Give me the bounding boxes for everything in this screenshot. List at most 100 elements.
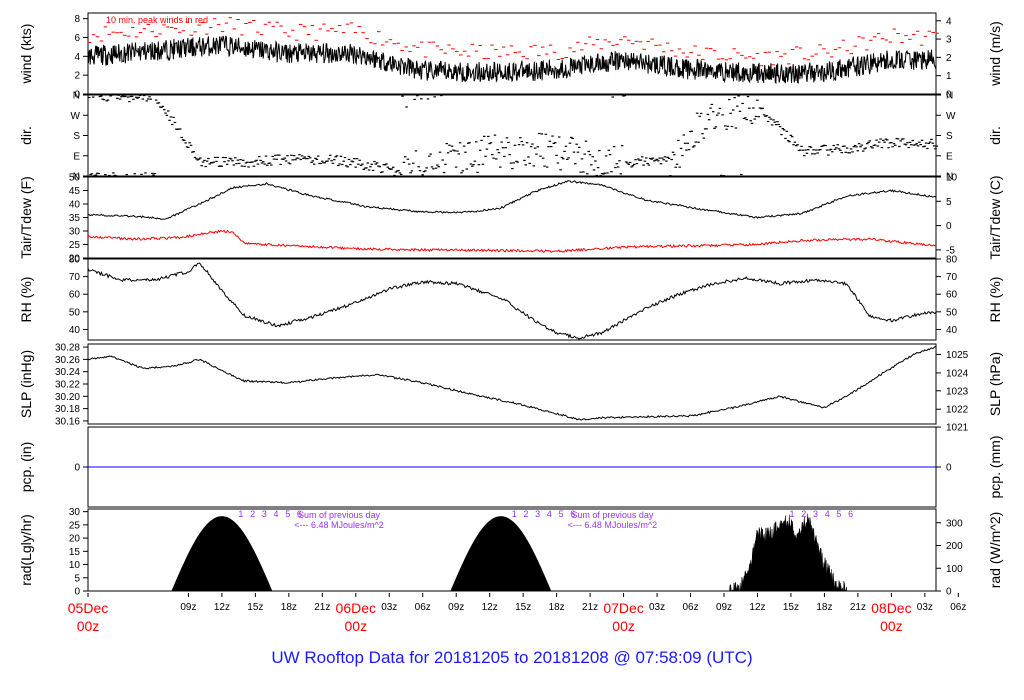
left-tick-label-slp: 30.16	[55, 416, 80, 427]
day-sub-label: 00z	[612, 618, 635, 634]
ylabel-right-temp: Tair/Tdew (C)	[987, 175, 1003, 259]
day-sub-label: 00z	[880, 618, 903, 634]
left-tick-label-dir: N	[73, 172, 80, 183]
left-tick-label-rad: 15	[69, 547, 81, 558]
right-tick-label-slp: 1022	[946, 405, 969, 416]
time-tick-label: 15z	[247, 602, 263, 613]
hour-mark: 6	[848, 509, 853, 519]
left-tick-label-wind: 6	[74, 33, 80, 44]
day-label: 08Dec	[871, 600, 911, 616]
right-tick-label-slp: 1024	[946, 368, 969, 379]
rad-annotation-line1: Sum of previous day	[571, 510, 654, 520]
day-label: 06Dec	[336, 600, 376, 616]
right-tick-label-slp: 1023	[946, 386, 969, 397]
right-tick-label-wind: 2	[946, 53, 952, 64]
right-tick-label-temp: -5	[946, 245, 955, 256]
left-tick-label-slp: 30.18	[55, 404, 80, 415]
time-tick-label: 18z	[281, 602, 297, 613]
right-tick-label-slp: 1025	[946, 350, 969, 361]
radiation-area-day1	[171, 516, 273, 592]
time-tick-label: 09z	[716, 602, 732, 613]
left-tick-label-wind: 2	[74, 71, 80, 82]
right-tick-label-rad: 300	[946, 518, 963, 529]
ylabel-left-pcp: pcp. (in)	[18, 442, 34, 493]
left-tick-label-wind: 4	[74, 52, 80, 63]
right-tick-label-temp: 5	[946, 197, 952, 208]
right-tick-label-dir: N	[946, 172, 953, 183]
rad-annotation-line2: <--- 6.48 MJoules/m^2	[294, 520, 384, 530]
right-tick-label-rh: 50	[946, 307, 958, 318]
day-sub-label: 00z	[77, 618, 100, 634]
time-tick-label: 03z	[917, 602, 933, 613]
time-tick-label: 15z	[515, 602, 531, 613]
time-tick-label: 06z	[950, 602, 966, 613]
hour-mark: 3	[813, 509, 818, 519]
panel-frame-dir	[87, 94, 937, 177]
radiation-area-day2	[450, 516, 552, 592]
right-tick-label-temp: 0	[946, 221, 952, 232]
left-tick-label-dir: E	[73, 151, 80, 162]
right-tick-label-rh: 60	[946, 290, 958, 301]
right-tick-label-dir: S	[946, 131, 953, 142]
left-tick-label-pcp: 0	[74, 463, 80, 474]
left-tick-label-rad: 5	[74, 573, 80, 584]
rh-line	[87, 262, 937, 340]
left-tick-label-dir: S	[73, 131, 80, 142]
left-tick-label-rad: 0	[74, 587, 80, 598]
left-tick-label-slp: 30.20	[55, 392, 80, 403]
right-tick-label-wind: 1	[946, 71, 952, 82]
hour-mark: 1	[512, 509, 517, 519]
hour-mark: 2	[801, 509, 806, 519]
left-tick-label-temp: 20	[69, 254, 81, 265]
left-tick-label-rh: 70	[69, 272, 81, 283]
left-tick-label-rh: 80	[69, 255, 81, 266]
time-tick-label: 18z	[549, 602, 565, 613]
ylabel-right-wind: wind (m/s)	[987, 21, 1003, 87]
left-tick-label-temp: 35	[69, 213, 81, 224]
wind-annotation: 10 min. peak winds in red	[106, 15, 208, 25]
left-tick-label-rad: 10	[69, 560, 81, 571]
tair-line	[87, 180, 937, 220]
left-tick-label-temp: 40	[69, 200, 81, 211]
hour-mark: 4	[274, 509, 279, 519]
hour-mark: 5	[285, 509, 290, 519]
panel-frame-rh	[87, 258, 937, 341]
left-tick-label-slp: 30.24	[55, 367, 80, 378]
wind-line	[87, 35, 937, 84]
time-tick-label: 09z	[448, 602, 464, 613]
left-tick-label-temp: 45	[69, 186, 81, 197]
ylabel-left-rad: rad(Lgly/hr)	[18, 514, 34, 586]
rad-annotation-line2: <--- 6.48 MJoules/m^2	[568, 520, 658, 530]
right-tick-label-temp: 10	[946, 173, 958, 184]
right-tick-label-slp: 1021	[946, 423, 969, 434]
ylabel-left-slp: SLP (inHg)	[18, 350, 34, 418]
left-tick-label-dir: W	[71, 111, 81, 122]
hour-mark: 6	[570, 509, 575, 519]
ylabel-left-temp: Tair/Tdew (F)	[18, 176, 34, 258]
ylabel-left-wind: wind (kts)	[18, 24, 34, 85]
hour-mark: 2	[523, 509, 528, 519]
hour-mark: 6	[297, 509, 302, 519]
time-tick-label: 15z	[783, 602, 799, 613]
chart-title: UW Rooftop Data for 20181205 to 20181208…	[271, 648, 753, 667]
ylabel-right-rh: RH (%)	[987, 277, 1003, 323]
left-tick-label-rh: 40	[69, 325, 81, 336]
ylabel-right-pcp: pcp. (mm)	[987, 436, 1003, 499]
right-tick-label-dir: N	[946, 91, 953, 102]
left-tick-label-slp: 30.28	[55, 343, 80, 354]
left-tick-label-slp: 30.22	[55, 380, 80, 391]
right-tick-label-wind: 0	[946, 90, 952, 101]
time-tick-label: 12z	[214, 602, 230, 613]
time-tick-label: 21z	[314, 602, 330, 613]
left-tick-label-rad: 20	[69, 534, 81, 545]
tdew-line	[87, 229, 937, 253]
left-tick-label-slp: 30.26	[55, 355, 80, 366]
time-tick-label: 18z	[816, 602, 832, 613]
rad-annotation-line1: Sum of previous day	[298, 510, 381, 520]
day-label: 05Dec	[68, 600, 108, 616]
left-tick-label-rh: 50	[69, 307, 81, 318]
right-tick-label-rad: 100	[946, 564, 963, 575]
time-tick-label: 21z	[582, 602, 598, 613]
hour-mark: 5	[559, 509, 564, 519]
